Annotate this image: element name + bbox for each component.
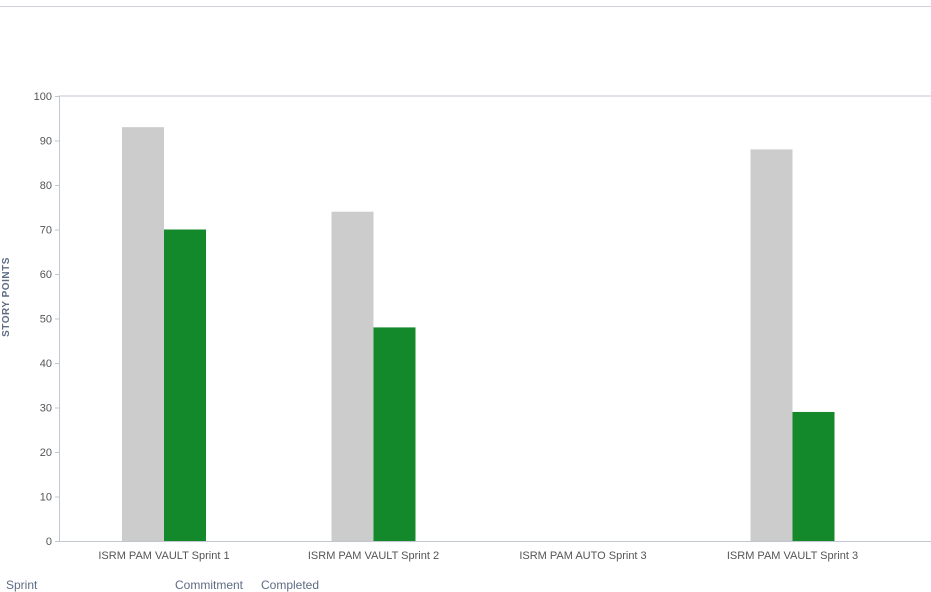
y-tick-label: 60 [40,269,52,281]
bar-completed-1 [164,229,206,541]
x-tick-label: ISRM PAM VAULT Sprint 3 [727,550,858,562]
velocity-chart: ISRM PAM VAULT Sprint 1 ISRM PAM VAULT Sp… [1,91,931,562]
top-divider [0,6,931,7]
y-tick-label: 20 [40,447,52,459]
bar-completed-4 [792,411,835,541]
y-tick-label: 10 [40,492,52,504]
y-tick-label: 50 [40,314,52,326]
bar-commitment-2 [331,211,374,541]
chart-bars [122,127,835,542]
y-tick-label: 80 [40,180,52,192]
y-axis-ticks: 0 10 20 30 40 50 60 70 80 90 100 [34,91,59,548]
bar-commitment-1 [122,127,164,542]
x-tick-label: ISRM PAM AUTO Sprint 3 [519,550,646,562]
y-tick-label: 70 [40,225,52,237]
sprint-table-header: Sprint Commitment Completed [0,578,931,592]
y-tick-label: 40 [40,358,52,370]
y-tick-label: 30 [40,403,52,415]
column-header-commitment[interactable]: Commitment [175,578,244,592]
column-header-sprint[interactable]: Sprint [6,578,38,592]
bar-completed-2 [373,327,416,541]
chart-axes [59,95,931,542]
column-header-completed[interactable]: Completed [261,578,320,592]
y-axis-label: STORY POINTS [1,257,12,337]
y-tick-label: 90 [40,136,52,148]
bar-commitment-4 [750,149,793,541]
x-tick-label: ISRM PAM VAULT Sprint 2 [308,550,439,562]
x-tick-label: ISRM PAM VAULT Sprint 1 [98,550,229,562]
y-tick-label: 0 [46,536,52,548]
y-tick-label: 100 [34,91,52,103]
x-axis-ticks: ISRM PAM VAULT Sprint 1 ISRM PAM VAULT Sp… [98,550,858,562]
